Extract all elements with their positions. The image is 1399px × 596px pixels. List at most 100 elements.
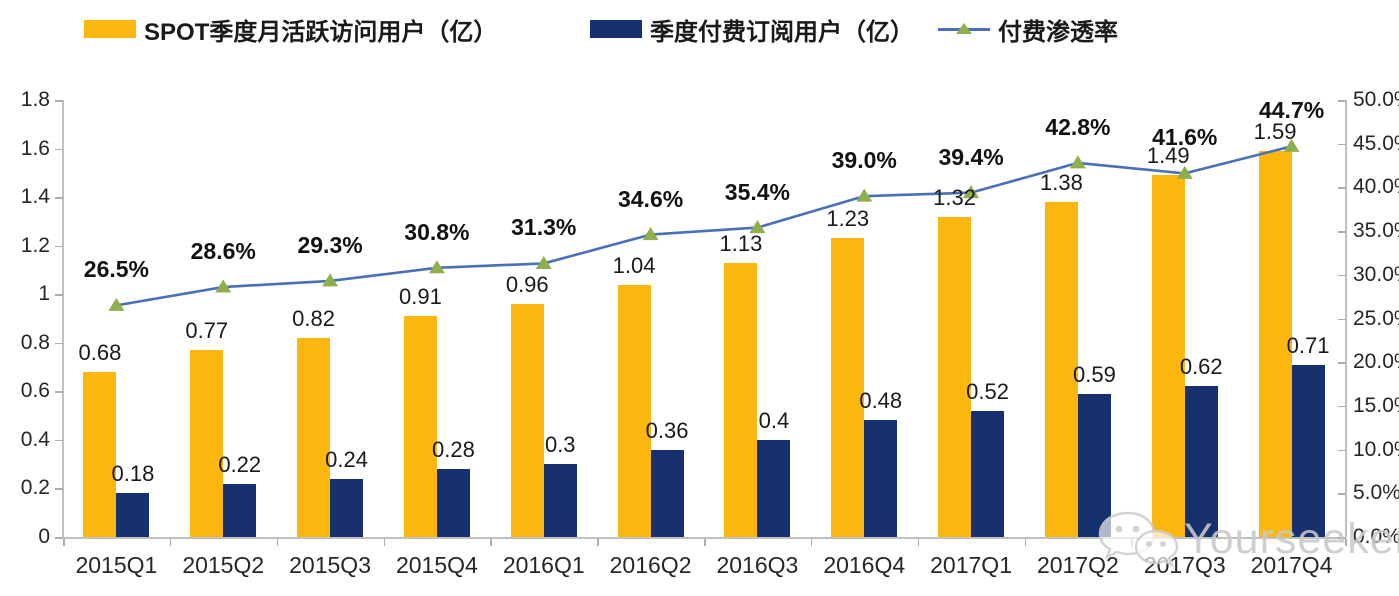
right-axis-tick <box>1338 405 1346 408</box>
subscriber-value-label: 0.4 <box>758 407 790 433</box>
subscriber-bar <box>1077 393 1111 537</box>
right-axis-tick-label: 20.0% <box>1353 350 1399 374</box>
penetration-value-label: 34.6% <box>617 185 684 212</box>
triangle-marker <box>642 227 659 241</box>
subscriber-bar <box>436 469 470 537</box>
x-axis-category-label: 2015Q1 <box>75 552 158 578</box>
subscriber-bar <box>1184 386 1218 537</box>
penetration-value-label: 41.6% <box>1152 124 1218 151</box>
subscriber-bar <box>650 449 684 537</box>
x-axis-tick <box>490 539 492 546</box>
right-axis-tick-label: 40.0% <box>1353 175 1399 199</box>
subscriber-value-label: 0.24 <box>325 446 368 472</box>
left-axis-tick-label: 1.6 <box>20 136 50 160</box>
triangle-marker <box>1283 138 1300 152</box>
right-axis-tick <box>1338 274 1346 277</box>
legend-item-penetration: 付费渗透率 <box>938 13 1118 46</box>
left-axis-tick-label: 1 <box>38 282 50 306</box>
penetration-value-label: 29.3% <box>297 231 363 258</box>
triangle-marker <box>749 220 766 234</box>
legend-label-subscribers: 季度付费订阅用户（亿） <box>650 18 914 46</box>
left-axis-tick-label: 1.4 <box>20 185 50 209</box>
left-axis-tick <box>55 100 63 102</box>
navy-bar-swatch-icon <box>590 20 642 38</box>
x-axis-tick <box>169 539 172 546</box>
right-axis-tick-label: 35.0% <box>1353 219 1399 243</box>
mau-bar <box>1258 150 1292 537</box>
x-axis-category-label: 2017Q2 <box>1036 552 1119 578</box>
triangle-marker <box>856 188 873 202</box>
penetration-value-label: 39.4% <box>938 143 1004 170</box>
left-axis-tick-label: 0.4 <box>20 427 50 451</box>
left-axis-tick <box>55 197 63 199</box>
penetration-value-label: 39.0% <box>831 147 897 174</box>
subscriber-bar <box>543 464 577 537</box>
left-axis-tick <box>55 342 63 345</box>
left-axis-tick <box>55 148 63 151</box>
left-axis-tick-label: 0.2 <box>20 476 50 500</box>
right-axis-tick <box>1338 231 1346 233</box>
right-axis-tick-label: 30.0% <box>1353 262 1399 286</box>
mau-bar <box>1044 201 1078 537</box>
x-axis-category-label: 2017Q4 <box>1250 552 1333 578</box>
legend-label-mau: SPOT季度月活跃访问用户（亿） <box>144 18 498 46</box>
left-axis-tick <box>55 391 63 393</box>
mau-bar <box>510 303 544 537</box>
subscriber-value-label: 0.28 <box>431 437 475 463</box>
x-axis-tick <box>1238 539 1240 546</box>
right-axis-tick <box>1338 537 1346 539</box>
penetration-value-label: 42.8% <box>1045 113 1111 140</box>
x-axis-tick <box>810 539 813 546</box>
x-axis-category-label: 2016Q3 <box>716 552 799 578</box>
subscriber-value-label: 0.18 <box>111 461 155 487</box>
left-axis-tick-label: 0 <box>38 525 50 548</box>
triangle-marker <box>428 260 445 274</box>
mau-bar <box>190 350 224 537</box>
triangle-marker <box>963 185 980 199</box>
mau-bar <box>403 316 437 537</box>
subscriber-value-label: 0.22 <box>218 451 262 477</box>
mau-bar <box>938 216 972 537</box>
right-axis-tick <box>1338 187 1346 189</box>
penetration-value-label: 44.7% <box>1258 97 1325 124</box>
left-axis-tick <box>55 294 63 296</box>
left-axis-tick-label: 0.6 <box>20 379 50 403</box>
watermark: Yourseeker <box>1090 505 1399 573</box>
x-axis-category-label: 2016Q4 <box>823 552 906 578</box>
subscriber-bar <box>757 439 791 537</box>
right-axis-tick <box>1338 318 1346 320</box>
right-axis-tick <box>1338 449 1346 452</box>
left-axis-tick <box>55 245 63 248</box>
mau-value-label: 0.91 <box>398 284 442 310</box>
legend-item-subscribers: 季度付费订阅用户（亿） <box>590 13 914 46</box>
mau-value-label: 0.68 <box>78 339 122 365</box>
right-axis-tick-label: 15.0% <box>1353 393 1399 417</box>
left-axis-tick <box>55 537 63 539</box>
subscriber-bar <box>971 410 1005 537</box>
left-axis-tick <box>55 439 63 442</box>
right-axis-tick-label: 45.0% <box>1353 131 1399 155</box>
left-axis-tick-label: 0.8 <box>20 330 50 354</box>
yellow-bar-swatch-icon <box>84 20 136 38</box>
x-axis-tick <box>1345 539 1347 546</box>
mau-value-label: 1.59 <box>1253 118 1297 144</box>
left-axis-tick <box>55 488 63 490</box>
x-axis-tick <box>917 539 920 546</box>
penetration-value-label: 31.3% <box>511 214 577 241</box>
x-axis-category-label: 2016Q1 <box>502 552 585 578</box>
subscriber-value-label: 0.48 <box>859 388 903 414</box>
legend-item-mau: SPOT季度月活跃访问用户（亿） <box>84 13 498 46</box>
mau-value-label: 1.04 <box>612 252 656 278</box>
mau-value-label: 1.13 <box>719 230 763 256</box>
subscriber-bar <box>864 420 898 537</box>
subscriber-bar <box>116 493 150 537</box>
left-axis-tick-label: 1.2 <box>20 233 50 257</box>
penetration-value-label: 30.8% <box>404 218 470 245</box>
right-axis-tick-label: 0.0% <box>1353 525 1399 548</box>
triangle-marker <box>1069 155 1086 169</box>
x-axis-tick <box>63 539 65 546</box>
x-axis-category-label: 2017Q1 <box>930 552 1012 578</box>
mau-value-label: 0.82 <box>292 305 335 331</box>
